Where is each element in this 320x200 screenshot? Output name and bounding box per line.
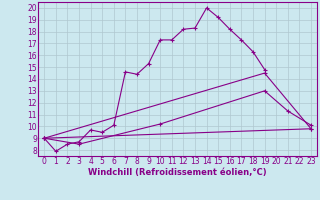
X-axis label: Windchill (Refroidissement éolien,°C): Windchill (Refroidissement éolien,°C) bbox=[88, 168, 267, 177]
